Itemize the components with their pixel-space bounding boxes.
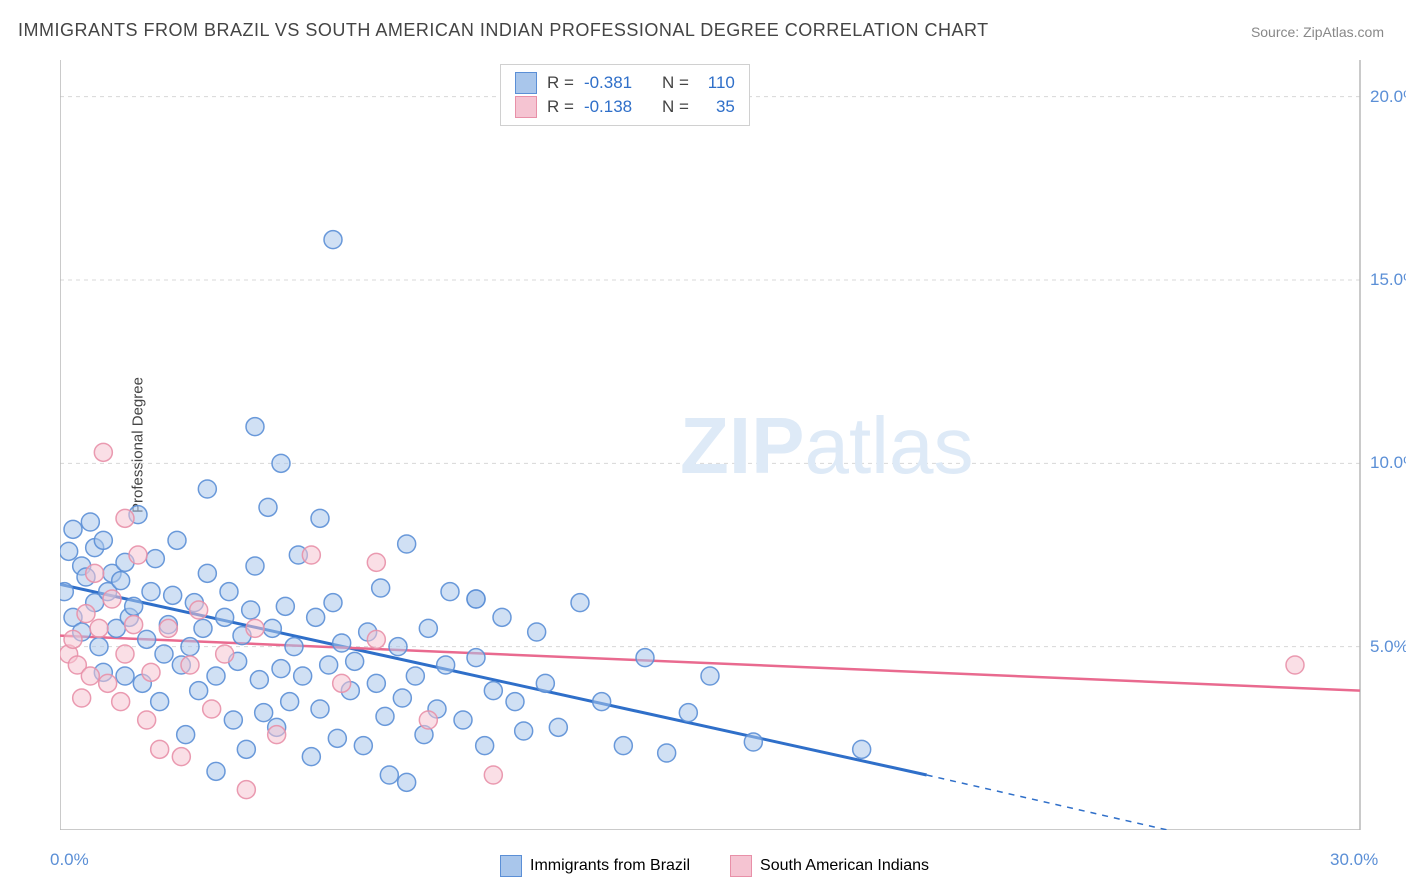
legend-label: Immigrants from Brazil	[530, 857, 690, 875]
chart-title: IMMIGRANTS FROM BRAZIL VS SOUTH AMERICAN…	[18, 20, 989, 41]
legend-item: South American Indians	[730, 855, 929, 877]
swatch-icon	[515, 72, 537, 94]
series-legend: Immigrants from Brazil South American In…	[500, 855, 929, 877]
n-value-2: 35	[699, 95, 735, 119]
scatter-plot	[60, 60, 1380, 830]
correlation-legend: R = -0.381 N = 110 R = -0.138 N = 35	[500, 64, 750, 126]
source-label: Source: ZipAtlas.com	[1251, 24, 1384, 40]
legend-item: Immigrants from Brazil	[500, 855, 690, 877]
chart-area: Professional Degree ZIPatlas R = -0.381 …	[60, 60, 1380, 830]
r-value-1: -0.381	[584, 71, 644, 95]
x-tick-label: 30.0%	[1330, 850, 1378, 870]
legend-row-series-1: R = -0.381 N = 110	[515, 71, 735, 95]
r-value-2: -0.138	[584, 95, 644, 119]
legend-row-series-2: R = -0.138 N = 35	[515, 95, 735, 119]
y-tick-label: 5.0%	[1370, 637, 1406, 657]
y-tick-label: 15.0%	[1370, 270, 1406, 290]
n-value-1: 110	[699, 71, 735, 95]
y-tick-label: 20.0%	[1370, 87, 1406, 107]
y-tick-label: 10.0%	[1370, 453, 1406, 473]
legend-label: South American Indians	[760, 857, 929, 875]
swatch-icon	[500, 855, 522, 877]
swatch-icon	[515, 96, 537, 118]
swatch-icon	[730, 855, 752, 877]
x-tick-label: 0.0%	[50, 850, 89, 870]
